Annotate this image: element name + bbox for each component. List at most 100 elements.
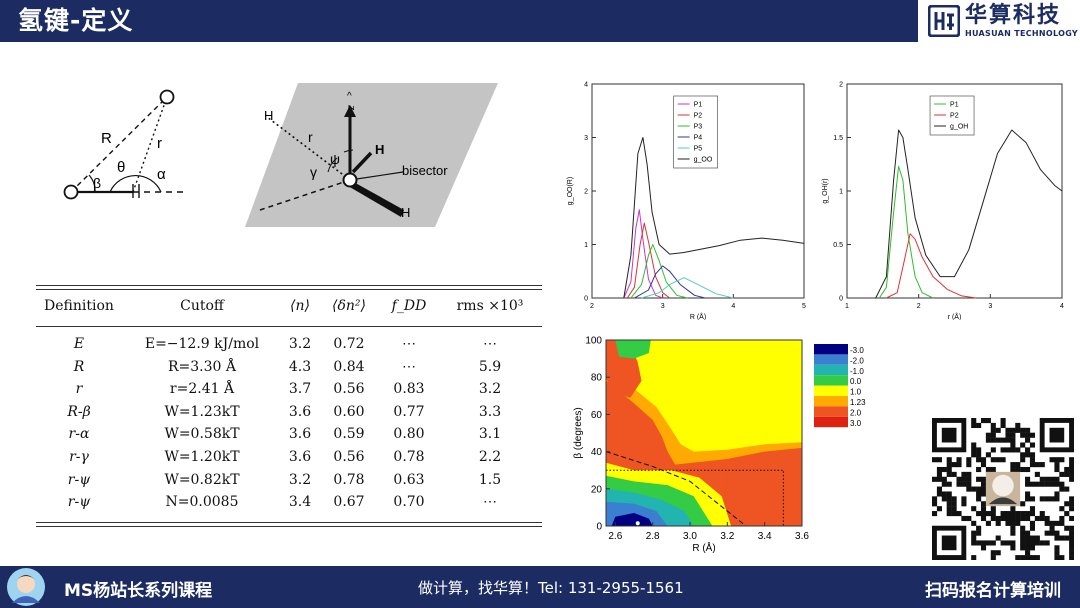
label-H-bottom: H bbox=[401, 205, 410, 220]
col-rms-header: rms ×10³ bbox=[456, 298, 524, 314]
y-tick-label: 100 bbox=[585, 336, 602, 347]
x-tick-label: 3.0 bbox=[683, 531, 697, 542]
label-alpha: α bbox=[157, 166, 166, 183]
colorbar-label: -2.0 bbox=[850, 356, 864, 365]
y-tick-label: 0.5 bbox=[833, 242, 843, 249]
row-definition: r-α bbox=[68, 426, 90, 443]
colorbar-label: 2.0 bbox=[850, 408, 862, 417]
region-2.0-right bbox=[727, 470, 802, 526]
legend-label: g_OH bbox=[950, 124, 968, 131]
x-tick-label: 4 bbox=[731, 303, 735, 310]
region-1.0 bbox=[606, 340, 802, 452]
row-mean-n: 3.2 bbox=[288, 336, 312, 352]
y-tick-label: 1 bbox=[839, 189, 843, 196]
y-tick-label: 2 bbox=[584, 189, 588, 196]
x-tick-label: 3.2 bbox=[720, 531, 734, 542]
label-theta: θ bbox=[117, 159, 125, 176]
row-fluctuation: 0.84 bbox=[333, 358, 365, 375]
y-tick-label: 80 bbox=[591, 373, 603, 384]
contact-info: 做计算，找华算！Tel: 131-2955-1561 bbox=[418, 579, 684, 597]
row-fluctuation: 0.56 bbox=[333, 449, 365, 465]
row-cutoff: W=1.20kT bbox=[164, 449, 240, 465]
brand-name-en: HUASUAN TECHNOLOGY bbox=[965, 29, 1079, 38]
title-bar bbox=[0, 0, 918, 42]
cone-boundary bbox=[605, 451, 747, 527]
col-mean-n-header: ⟨n⟩ bbox=[290, 298, 310, 314]
colorbar-swatch bbox=[814, 416, 848, 428]
page-title: 氢键-定义 bbox=[18, 6, 134, 35]
row-fdd: 0.80 bbox=[393, 426, 425, 443]
row-rms: ⋯ bbox=[483, 336, 497, 352]
row-fdd: ⋯ bbox=[402, 358, 416, 375]
row-rms: 5.9 bbox=[478, 358, 502, 375]
minimum-marker bbox=[635, 521, 640, 526]
row-rms: 3.1 bbox=[478, 426, 502, 443]
x-tick-label: 5 bbox=[802, 303, 806, 310]
y-tick-label: 1.5 bbox=[833, 135, 843, 142]
series-line bbox=[634, 265, 706, 299]
row-definition: r-ψ bbox=[67, 494, 91, 511]
series-line bbox=[641, 277, 734, 299]
row-cutoff: W=0.82kT bbox=[164, 471, 240, 488]
col-cutoff-header: Cutoff bbox=[180, 298, 224, 314]
row-mean-n: 3.6 bbox=[288, 426, 312, 443]
label-H-left: H bbox=[264, 108, 273, 123]
colorbar-swatch bbox=[814, 396, 848, 407]
legend-label: P2 bbox=[950, 113, 959, 120]
y-tick-label: 60 bbox=[591, 410, 603, 421]
label-z: z bbox=[346, 105, 357, 111]
plot-frame bbox=[605, 339, 803, 527]
colorbar-label: -3.0 bbox=[850, 346, 864, 355]
row-mean-n: 4.3 bbox=[288, 358, 312, 375]
row-cutoff: r=2.41 Å bbox=[169, 381, 235, 398]
row-cutoff: N=0.0085 bbox=[165, 494, 239, 511]
col-fdd-header: f_DD bbox=[391, 298, 427, 314]
row-mean-n: 3.6 bbox=[288, 449, 312, 465]
col-fluctuation-header: ⟨δn²⟩ bbox=[332, 298, 366, 314]
x-tick-label: 2.6 bbox=[608, 531, 622, 542]
brand-area bbox=[918, 0, 1080, 42]
y-axis-label: g_OH(r) bbox=[822, 178, 829, 203]
series-line bbox=[875, 129, 1063, 299]
row-cutoff: E=−12.9 kJ/mol bbox=[144, 336, 260, 352]
row-fdd: 0.83 bbox=[393, 381, 425, 398]
goh-rdf-chart: 1 2 3 4 0 0.5 1 1.5 2 r (Å) g_OH(r) P1 P2 g_OH bbox=[822, 82, 1064, 321]
x-tick-label: 3.4 bbox=[758, 531, 772, 542]
colorbar-label: 1.23 bbox=[850, 398, 866, 407]
row-cutoff: W=1.23kT bbox=[164, 403, 240, 420]
signup-text: 扫码报名计算培训 bbox=[925, 581, 1061, 601]
series-line bbox=[886, 233, 977, 299]
y-tick-label: 2 bbox=[839, 82, 843, 89]
row-mean-n: 3.4 bbox=[288, 494, 312, 511]
y-tick-label: 0 bbox=[596, 522, 602, 533]
col-definition-header: Definition bbox=[44, 298, 114, 314]
qr-code-icon[interactable] bbox=[932, 418, 1074, 560]
huasuan-logo-icon bbox=[928, 5, 960, 37]
x-tick-label: 4 bbox=[1060, 303, 1064, 310]
y-tick-label: 0 bbox=[839, 296, 843, 303]
row-mean-n: 3.6 bbox=[288, 403, 312, 420]
row-fluctuation: 0.78 bbox=[333, 471, 365, 488]
row-fluctuation: 0.72 bbox=[333, 336, 365, 352]
footer-bar bbox=[0, 566, 1080, 608]
avatar-icon bbox=[7, 568, 45, 606]
y-tick-label: 1 bbox=[584, 242, 588, 249]
x-tick-label: 1 bbox=[845, 303, 849, 310]
x-tick-label: 3 bbox=[988, 303, 992, 310]
heatmap-regions bbox=[606, 340, 802, 526]
hbond-geometry-figure: R r β θ α bbox=[63, 89, 185, 200]
brand-name: 华算科技 bbox=[965, 3, 1062, 28]
legend-label: P2 bbox=[694, 113, 703, 120]
label-bisector: bisector bbox=[402, 163, 448, 178]
row-rms: 3.2 bbox=[478, 381, 502, 398]
row-rms: 2.2 bbox=[478, 449, 502, 465]
legend-label: P5 bbox=[694, 146, 703, 153]
series-line bbox=[626, 222, 671, 299]
colorbar-swatch bbox=[814, 406, 848, 417]
x-tick-label: 3.6 bbox=[795, 531, 809, 542]
colorbar-swatch bbox=[814, 344, 848, 355]
label-psi: ψ bbox=[330, 151, 340, 167]
y-axis-label: g_OO(R) bbox=[567, 177, 574, 205]
row-fdd: 0.78 bbox=[393, 449, 425, 465]
label-z-hat: ^ bbox=[347, 91, 352, 102]
